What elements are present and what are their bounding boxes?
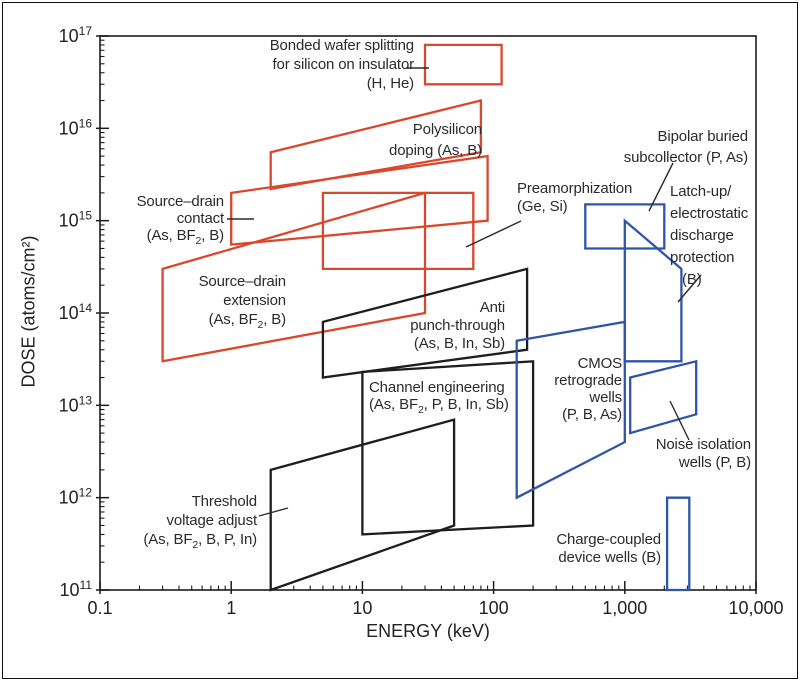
region-channel-engineering	[361, 360, 535, 536]
label-threshold-voltage-adjust: Threshold voltage adjust (As, BF2, B, P, I…	[143, 493, 257, 551]
y-tick-label: 1014	[59, 301, 93, 323]
label-source-drain-contact: Source–drain contact (As, BF2, B)	[136, 193, 225, 247]
label-anti-punch-through: Anti punch-through (As, B, In, Sb)	[410, 299, 505, 352]
label-bipolar-buried-subcollector: Bipolar buried subcollector (P, As)	[623, 128, 748, 166]
region-polysilicon-doping	[269, 99, 483, 191]
noise-leader	[669, 400, 690, 441]
latchup-leader	[677, 274, 702, 303]
label-cmos-retrograde-wells: CMOS retrograde wells (P, B, As)	[554, 355, 622, 423]
x-axis-ticks	[99, 581, 757, 594]
y-tick-label: 1012	[59, 486, 93, 508]
region-charge-coupled-device-wells	[665, 496, 691, 592]
label-channel-engineering: Channel engineering (As, BF2, P, B, In, S…	[369, 379, 509, 416]
label-noise-isolation-wells: Noise isolation wells (P, B)	[655, 436, 751, 471]
y-tick-label: 1015	[59, 209, 93, 231]
x-tick-label: 100	[479, 598, 509, 618]
bipolar-leader	[648, 162, 674, 212]
label-bonded-wafer-splitting: Bonded wafer splitting for silicon on ins…	[269, 37, 414, 92]
x-tick-label: 1,000	[602, 598, 647, 618]
region-bonded-wafer-splitting	[423, 43, 503, 86]
label-preamorphization: Preamorphization (Ge, Si)	[517, 180, 633, 215]
region-cmos-retrograde-wells	[515, 320, 626, 500]
y-tick-label: 1013	[59, 393, 93, 415]
y-tick-label: 1017	[59, 24, 93, 46]
label-charge-coupled-device-wells: Charge-coupled device wells (B)	[556, 531, 661, 566]
x-tick-label: 1	[226, 598, 236, 618]
region-preamorphization	[321, 191, 475, 271]
y-axis-ticks	[96, 35, 109, 591]
label-source-drain-extension: Source–drain extension (As, BF2, B)	[198, 273, 287, 331]
region-latchup-esd-protection	[623, 218, 683, 363]
region-bipolar-buried-subcollector	[584, 203, 666, 250]
x-tick-label: 0.1	[87, 598, 112, 618]
y-tick-label: 1011	[60, 578, 93, 600]
region-threshold-voltage-adjust	[269, 418, 456, 592]
x-axis-title: ENERGY (keV)	[366, 621, 490, 641]
region-source-drain-contact	[230, 154, 489, 246]
region-noise-isolation-wells	[629, 359, 698, 435]
region-anti-punch-through	[321, 267, 529, 379]
label-polysilicon-doping: Polysilicon doping (As, B)	[389, 121, 482, 159]
x-tick-label: 10	[352, 598, 372, 618]
y-axis-title: DOSE (atoms/cm²)	[18, 235, 39, 388]
label-latchup-esd-protection: Latch-up/electrostatic discharge protectio…	[670, 183, 749, 288]
preamorphization-leader	[465, 220, 522, 248]
threshold-dash	[258, 507, 289, 517]
region-source-drain-extension	[161, 191, 427, 363]
y-tick-label: 1016	[59, 116, 93, 138]
x-tick-label: 10,000	[728, 598, 783, 618]
